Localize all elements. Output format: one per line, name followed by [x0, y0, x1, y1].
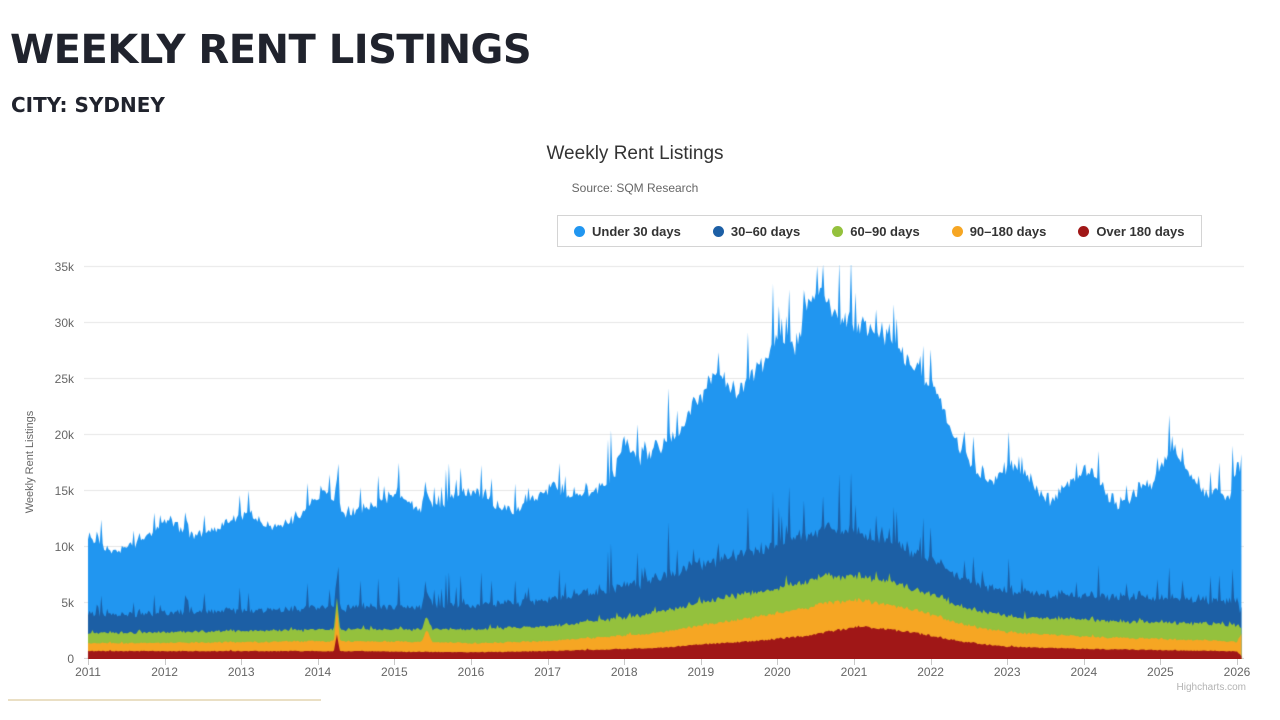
x-tick-label: 2024: [1070, 665, 1098, 679]
legend-marker-icon: [574, 225, 585, 237]
x-tick-mark: [1237, 659, 1238, 665]
x-tick-label: 2013: [227, 665, 255, 679]
legend-label: Under 30 days: [592, 223, 681, 239]
legend-item-under-30-days[interactable]: Under 30 days: [574, 224, 681, 239]
x-tick-mark: [241, 659, 243, 665]
x-tick-label: 2021: [840, 665, 868, 679]
y-tick-label: 15k: [54, 484, 74, 498]
legend: Under 30 days 30–60 days 60–90 days 90–180 …: [557, 215, 1202, 247]
x-tick-mark: [471, 659, 472, 665]
y-tick-label: 0: [67, 652, 74, 666]
y-tick-label: 35k: [54, 260, 74, 274]
x-tick-mark: [164, 659, 166, 665]
legend-marker-icon: [951, 225, 963, 237]
x-tick-label: 2020: [764, 665, 791, 679]
legend-item-90-180-days[interactable]: 90–180 days: [951, 223, 1047, 239]
x-tick-mark: [700, 659, 702, 665]
stacked-area-plot: [84, 265, 1244, 659]
legend-label: Over 180 days: [1096, 223, 1185, 239]
legend-marker-icon: [712, 225, 724, 237]
x-tick-mark: [624, 659, 626, 665]
x-tick-mark: [1083, 659, 1085, 665]
legend-label: 30–60 days: [730, 223, 801, 239]
x-tick-label: 2022: [917, 665, 944, 679]
x-tick-mark: [1160, 659, 1162, 665]
x-tick-mark: [777, 659, 779, 665]
page-subtitle-city: CITY: SYDNEY: [11, 93, 165, 117]
x-tick-mark: [854, 659, 855, 665]
legend-item-over-180-days[interactable]: Over 180 days: [1078, 223, 1185, 239]
x-tick-label: 2017: [534, 665, 561, 679]
bottom-divider: [8, 699, 321, 701]
x-tick-label: 2011: [75, 665, 101, 679]
y-tick-label: 30k: [54, 316, 74, 330]
x-tick-label: 2018: [610, 665, 638, 679]
y-tick-label: 10k: [54, 540, 74, 554]
x-tick-mark: [394, 659, 396, 665]
x-tick-label: 2026: [1223, 665, 1251, 679]
x-tick-label: 2012: [151, 665, 178, 679]
x-tick-mark: [930, 659, 932, 665]
y-tick-label: 5k: [61, 596, 74, 610]
x-tick-label: 2016: [457, 665, 485, 679]
x-tick-mark: [1007, 659, 1009, 665]
x-tick-label: 2019: [687, 665, 715, 679]
legend-marker-icon: [832, 225, 844, 237]
x-tick-label: 2014: [304, 665, 332, 679]
chart-title: Weekly Rent Listings: [546, 143, 724, 164]
x-tick-mark: [317, 659, 319, 665]
y-tick-label: 20k: [54, 428, 74, 442]
x-tick-mark: [88, 659, 89, 665]
y-tick-label: 25k: [54, 372, 74, 386]
legend-marker-icon: [1078, 225, 1090, 237]
highcharts-credit-link[interactable]: Highcharts.com: [1176, 682, 1246, 693]
legend-item-60-90-days[interactable]: 60–90 days: [832, 223, 920, 239]
x-tick-mark: [547, 659, 549, 665]
legend-item-30-60-days[interactable]: 30–60 days: [712, 223, 801, 239]
legend-label: 60–90 days: [850, 223, 920, 239]
x-tick-label: 2025: [1147, 665, 1174, 679]
legend-label: 90–180 days: [969, 223, 1047, 239]
page-title: WEEKLY RENT LISTINGS: [10, 27, 532, 73]
x-tick-label: 2015: [381, 665, 408, 679]
x-tick-label: 2023: [993, 665, 1021, 679]
y-axis-title: Weekly Rent Listings: [24, 410, 36, 514]
chart-subtitle: Source: SQM Research: [571, 181, 699, 195]
